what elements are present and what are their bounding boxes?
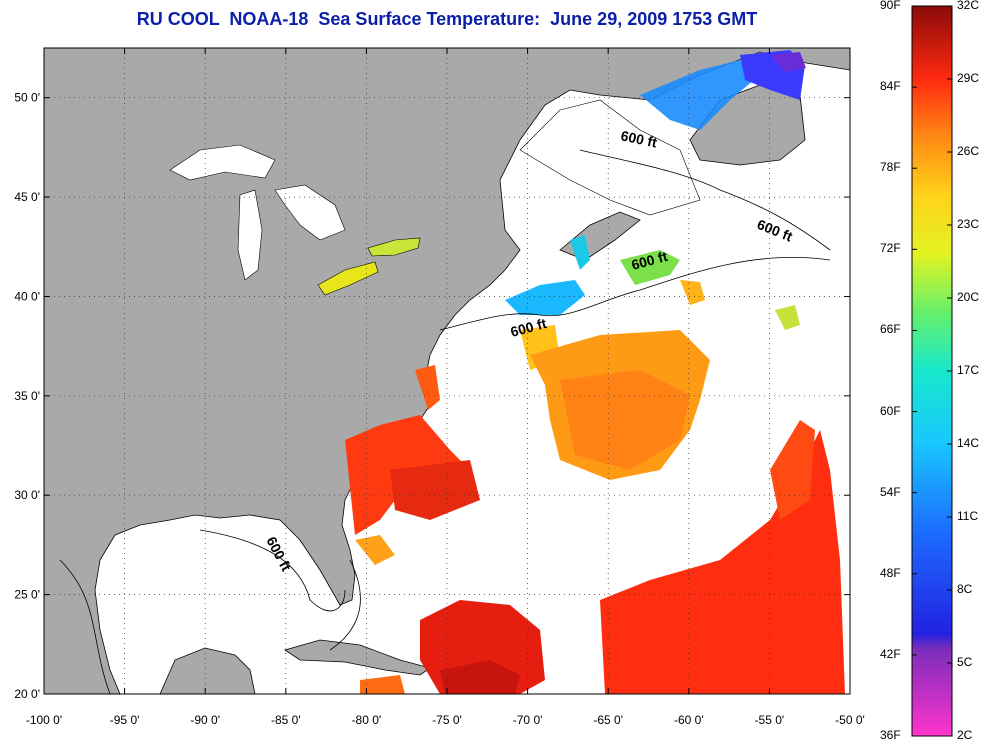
colorbar-c-label: 23C bbox=[957, 217, 980, 231]
colorbar-c-label: 2C bbox=[957, 728, 973, 742]
lon-tick-label: -85 0' bbox=[271, 713, 301, 727]
lat-tick-label: 30 0' bbox=[14, 488, 40, 502]
colorbar-f-label: 66F bbox=[880, 322, 901, 337]
colorbar-ticks bbox=[912, 5, 952, 737]
colorbar-c-label: 8C bbox=[957, 582, 973, 596]
lon-tick-label: -70 0' bbox=[513, 713, 543, 727]
lat-tick-label: 40 0' bbox=[14, 289, 40, 303]
map-title: RU COOL NOAA-18 Sea Surface Temperature:… bbox=[136, 9, 758, 29]
colorbar-f-label: 54F bbox=[880, 484, 901, 499]
gulf-st-lawrence bbox=[519, 99, 701, 216]
lon-tick-label: -60 0' bbox=[674, 713, 704, 727]
colorbar-c-label: 11C bbox=[957, 509, 979, 523]
sst-data bbox=[345, 50, 845, 694]
colorbar-c-label: 17C bbox=[957, 363, 980, 377]
longitude-axis: -100 0' -95 0' -90 0' -85 0' -80 0' -75 0' -70… bbox=[26, 48, 865, 727]
lake-michigan bbox=[237, 189, 263, 281]
colorbar-f-label: 90F bbox=[880, 0, 901, 12]
colorbar-c-label: 26C bbox=[957, 144, 980, 158]
lat-tick-label: 50 0' bbox=[14, 91, 40, 105]
colorbar-f-label: 78F bbox=[880, 160, 901, 175]
lon-tick-label: -55 0' bbox=[755, 713, 785, 727]
lon-tick-label: -100 0' bbox=[26, 713, 62, 727]
colorbar-c-label: 20C bbox=[957, 290, 980, 304]
depth-contours bbox=[59, 149, 831, 694]
contour-label: 600 ft bbox=[619, 127, 658, 150]
lake-erie bbox=[317, 261, 379, 296]
lake-huron bbox=[274, 184, 346, 241]
latitude-axis: 50 0' 45 0' 40 0' 35 0' 30 0' 25 0' 20 0' bbox=[14, 91, 850, 701]
lat-tick-label: 35 0' bbox=[14, 389, 40, 403]
colorbar-c-label: 14C bbox=[957, 436, 980, 450]
colorbar-c-label: 5C bbox=[957, 655, 973, 669]
lon-tick-label: -80 0' bbox=[352, 713, 382, 727]
colorbar-f-label: 84F bbox=[880, 79, 901, 94]
temperature-colorbar bbox=[911, 5, 953, 737]
lon-tick-label: -65 0' bbox=[593, 713, 623, 727]
lon-tick-label: -50 0' bbox=[835, 713, 865, 727]
lat-tick-label: 45 0' bbox=[14, 190, 40, 204]
lat-tick-label: 25 0' bbox=[14, 588, 40, 602]
lat-tick-label: 20 0' bbox=[14, 687, 40, 701]
land-yucatan bbox=[159, 647, 256, 694]
colorbar-f-label: 72F bbox=[880, 241, 901, 256]
lon-tick-label: -90 0' bbox=[190, 713, 220, 727]
colorbar-c-label: 29C bbox=[957, 71, 980, 85]
colorbar-c-label: 32C bbox=[957, 0, 980, 12]
lon-tick-label: -75 0' bbox=[432, 713, 462, 727]
colorbar-f-label: 36F bbox=[880, 728, 901, 742]
colorbar-f-label: 42F bbox=[880, 646, 901, 661]
colorbar-f-label: 60F bbox=[880, 403, 901, 418]
lon-tick-label: -95 0' bbox=[110, 713, 140, 727]
lake-ontario bbox=[367, 237, 421, 257]
lake-superior bbox=[169, 144, 276, 181]
colorbar-f-label: 48F bbox=[880, 565, 901, 580]
